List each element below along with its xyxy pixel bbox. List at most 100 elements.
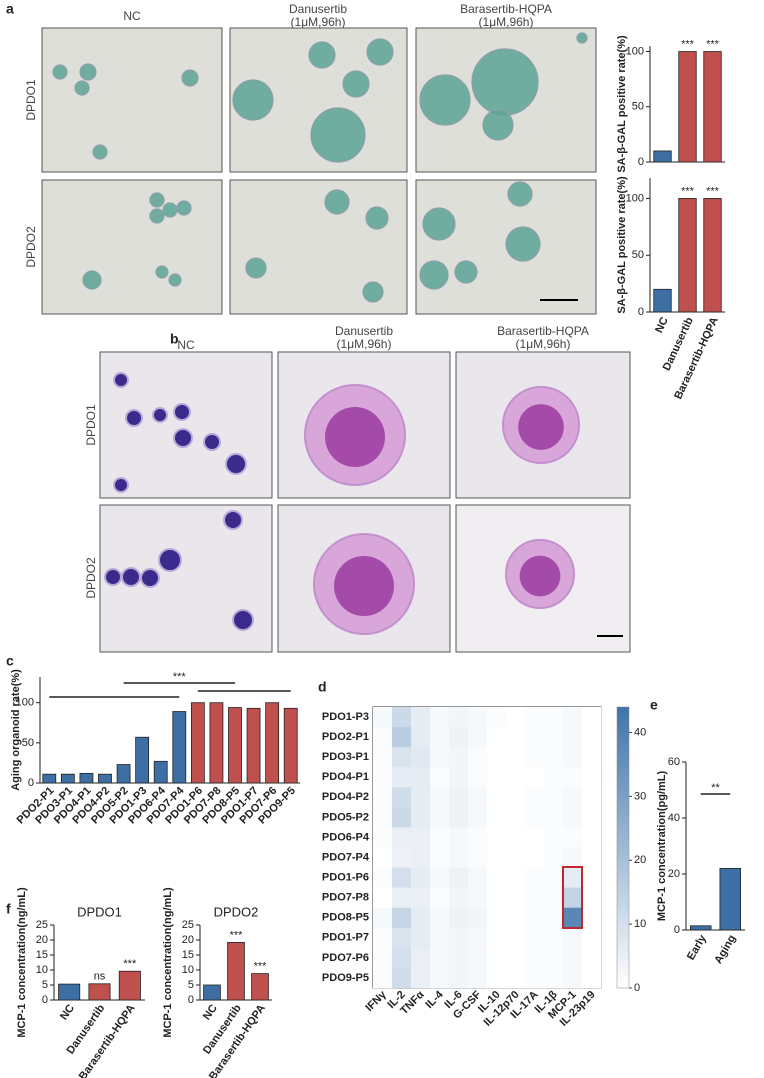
cell [203, 433, 221, 451]
micrograph [99, 351, 273, 499]
heatmap-cell [544, 887, 564, 909]
heatmap-cell [468, 927, 488, 949]
cell [121, 567, 141, 587]
cell [505, 226, 541, 262]
bar [79, 772, 94, 784]
heatmap-cell [430, 747, 450, 768]
significance: ** [711, 782, 720, 794]
y-tick-label: 10 [182, 964, 194, 976]
bar [190, 702, 205, 784]
column-condition: (1μM,96h) [516, 337, 571, 351]
heatmap-cell [373, 927, 393, 949]
heatmap-cell [392, 767, 412, 788]
nucleus [334, 556, 394, 616]
heatmap-cell [430, 727, 450, 748]
bar [135, 736, 150, 784]
heatmap-cell [449, 907, 469, 929]
heatmap-cell [411, 867, 431, 888]
heatmap-cell [582, 867, 602, 888]
heatmap-cell [411, 847, 431, 868]
heatmap-cell [392, 867, 412, 888]
heatmap-cell [506, 707, 526, 728]
heatmap-cell [373, 707, 393, 728]
heatmap-cell [506, 887, 526, 909]
panel-label: b [170, 331, 179, 347]
heatmap-cell [544, 767, 564, 788]
panel-label: c [6, 653, 14, 669]
heatmap-cell [411, 907, 431, 929]
cell [82, 270, 102, 290]
bar [209, 702, 224, 784]
y-tick-label: 0 [188, 994, 194, 1006]
bar [118, 970, 141, 1001]
heatmap-cell [487, 887, 507, 909]
heatmap-cell [544, 707, 564, 728]
heatmap-cell [373, 967, 393, 989]
heatmap-cell [392, 947, 412, 969]
y-axis-label: MCP-1 concentration(ng/mL) [162, 887, 174, 1038]
micrograph [41, 27, 223, 173]
heatmap-cell [487, 807, 507, 828]
row-label: PDO7-P8 [322, 892, 369, 904]
chart-title: DPDO1 [77, 904, 122, 919]
x-tick-label: Aging [712, 933, 738, 966]
row-label: DPDO1 [84, 404, 98, 446]
bar [653, 150, 672, 163]
heatmap-cell [563, 747, 583, 768]
y-tick-label: 0 [42, 994, 48, 1006]
heatmap-cell [563, 727, 583, 748]
cell [181, 69, 199, 87]
cell [173, 403, 191, 421]
heatmap-cell [487, 867, 507, 888]
row-label: PDO4-P2 [322, 791, 369, 803]
nucleus [325, 407, 385, 467]
heatmap-cell [525, 767, 545, 788]
cell [52, 64, 68, 80]
row-label: DPDO2 [24, 226, 38, 268]
y-tick-label: 100 [626, 192, 644, 204]
column-header: NC [123, 9, 141, 23]
heatmap-cell [468, 847, 488, 868]
heatmap-cell [506, 787, 526, 808]
cell [232, 79, 274, 121]
heatmap-cell [506, 807, 526, 828]
cell [152, 407, 168, 423]
y-axis-label: Aging organoid rate(%) [10, 669, 22, 791]
column-condition: (1μM,96h) [479, 15, 534, 29]
heatmap-cell [525, 727, 545, 748]
column-label: IL-4 [423, 988, 446, 1011]
cell [125, 409, 143, 427]
row-label: PDO7-P4 [322, 851, 370, 863]
row-label: PDO1-P7 [322, 932, 369, 944]
heatmap-cell [373, 947, 393, 969]
heatmap-cell [563, 927, 583, 949]
cell [92, 144, 108, 160]
y-axis-label: MCP-1 concentration(pg/mL) [656, 771, 668, 922]
cell [419, 74, 471, 126]
heatmap-cell [449, 947, 469, 969]
bar [246, 707, 261, 784]
heatmap-cell [430, 887, 450, 909]
cell [149, 192, 165, 208]
heatmap-cell [392, 747, 412, 768]
heatmap-cell [563, 807, 583, 828]
cell [454, 260, 478, 284]
cell [162, 202, 178, 218]
cell [176, 200, 192, 216]
heatmap-cell [582, 787, 602, 808]
bar [60, 773, 75, 784]
cell [482, 109, 514, 141]
cell [168, 273, 182, 287]
y-tick-label: 50 [632, 249, 644, 261]
y-tick-label: 60 [668, 756, 680, 768]
significance: *** [230, 929, 244, 941]
heatmap-cell [506, 947, 526, 969]
heatmap-cell [525, 747, 545, 768]
heatmap-cell [392, 847, 412, 868]
cell [149, 208, 165, 224]
cell [113, 372, 129, 388]
heatmap-cell [392, 887, 412, 909]
colorbar [616, 706, 630, 989]
heatmap-cell [525, 907, 545, 929]
